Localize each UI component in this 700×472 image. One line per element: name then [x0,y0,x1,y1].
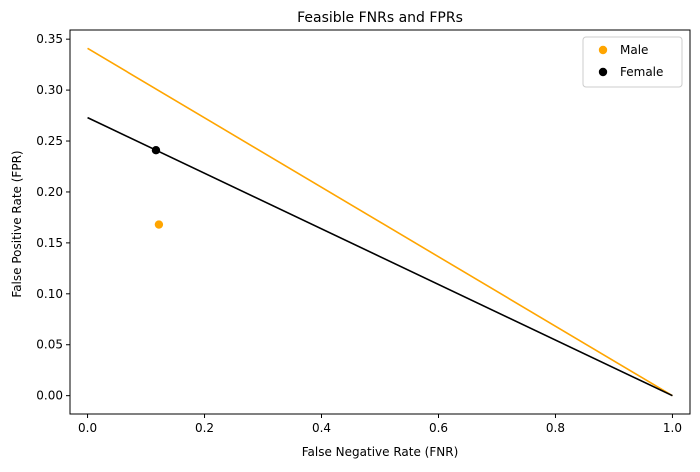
x-axis-label: False Negative Rate (FNR) [302,445,459,459]
data-point-0 [154,220,164,229]
x-tick-label: 1.0 [663,421,682,435]
y-tick-label: 0.30 [36,83,63,97]
legend: Male Female [582,36,683,88]
y-tick-label: 0.10 [36,287,63,301]
legend-marker-0 [598,45,608,55]
x-tick-label: 0.6 [429,421,448,435]
data-point-1 [151,145,161,155]
y-tick-label: 0.15 [36,236,63,250]
legend-label-0: Male [620,43,648,57]
legend-marker-1 [598,67,608,77]
y-tick-label: 0.05 [36,338,63,352]
x-tick-label: 0.0 [78,421,97,435]
plot-area: 0.0 0.2 0.4 0.6 0.8 1.0 0.00 0.05 0.10 0.15 0.20 0.… [36,29,691,435]
y-axis-label: False Positive Rate (FPR) [10,150,24,297]
chart-title: Feasible FNRs and FPRs [297,10,463,26]
series-line-0 [87,47,673,397]
y-tick-label: 0.00 [36,389,63,403]
x-tick-label: 0.4 [312,421,331,435]
axes-frame [69,29,691,415]
series-line-1 [87,116,673,397]
x-tick-label: 0.2 [195,421,214,435]
x-tick-label: 0.8 [546,421,565,435]
legend-label-1: Female [620,65,663,79]
legend-box [582,36,683,88]
y-tick-label: 0.25 [36,134,63,148]
y-tick-label: 0.20 [36,185,63,199]
y-tick-label: 0.35 [36,32,63,46]
